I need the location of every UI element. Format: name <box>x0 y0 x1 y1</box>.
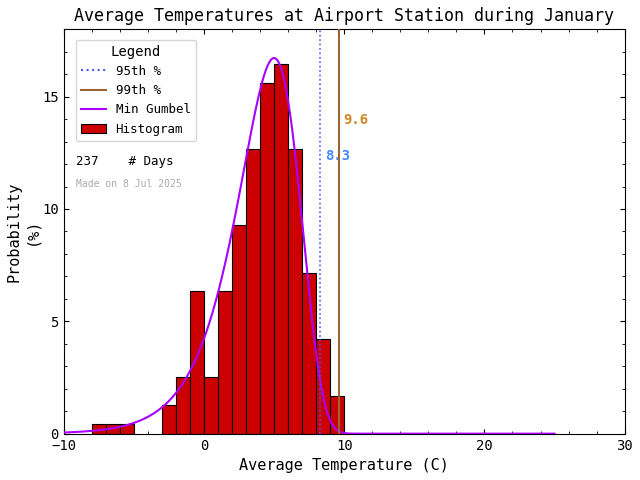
Bar <box>190 291 204 433</box>
Bar <box>288 149 302 433</box>
Bar <box>106 424 120 433</box>
Text: 9.6: 9.6 <box>344 113 369 127</box>
Bar <box>246 149 260 433</box>
Text: 237    # Days: 237 # Days <box>76 155 174 168</box>
Legend: 95th %, 99th %, Min Gumbel, Histogram: 95th %, 99th %, Min Gumbel, Histogram <box>76 39 196 141</box>
Bar <box>218 291 232 433</box>
Bar <box>120 424 134 433</box>
Bar <box>232 225 246 433</box>
Text: Made on 8 Jul 2025: Made on 8 Jul 2025 <box>76 179 182 189</box>
Bar <box>274 64 288 433</box>
Bar <box>330 396 344 433</box>
Text: 8.3: 8.3 <box>325 149 350 163</box>
Bar <box>302 273 316 433</box>
Y-axis label: Probability
(%): Probability (%) <box>7 181 39 282</box>
Title: Average Temperatures at Airport Station during January: Average Temperatures at Airport Station … <box>74 7 614 25</box>
Bar <box>176 377 190 433</box>
Bar <box>260 83 274 433</box>
X-axis label: Average Temperature (C): Average Temperature (C) <box>239 458 449 473</box>
Bar <box>316 339 330 433</box>
Bar <box>162 405 176 433</box>
Bar <box>204 377 218 433</box>
Bar <box>92 424 106 433</box>
